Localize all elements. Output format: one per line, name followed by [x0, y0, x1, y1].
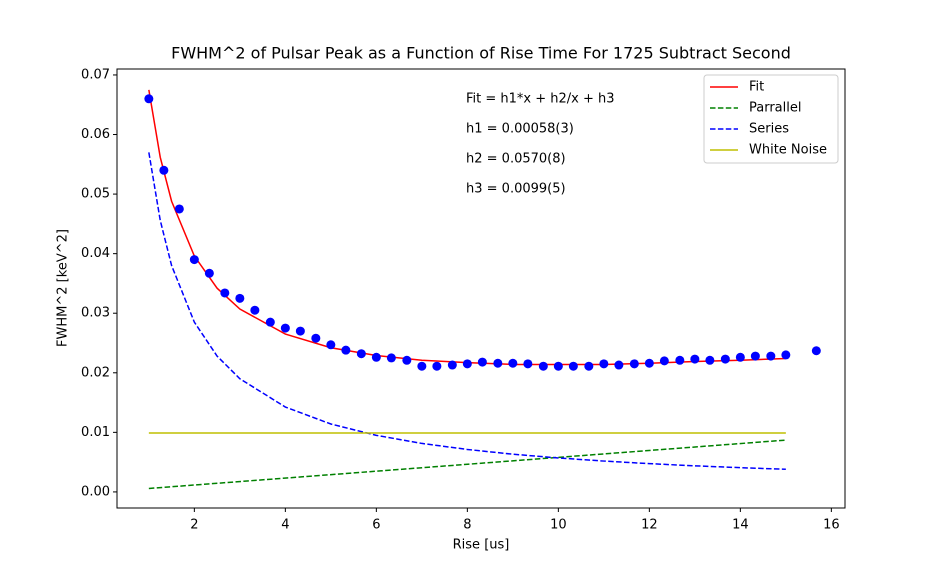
- data-point: [432, 361, 442, 371]
- data-point: [462, 359, 472, 369]
- y-tick-label: 0.02: [81, 365, 110, 380]
- data-point: [189, 255, 199, 265]
- y-tick-label: 0.07: [81, 67, 110, 82]
- data-point: [326, 340, 336, 350]
- data-point: [508, 358, 518, 368]
- data-point: [614, 360, 624, 370]
- x-tick-label: 12: [641, 518, 658, 533]
- series-line: [148, 439, 786, 490]
- chart-title: FWHM^2 of Pulsar Peak as a Function of R…: [171, 44, 791, 63]
- data-point: [280, 323, 290, 333]
- data-point: [311, 333, 321, 343]
- series-line: [148, 89, 786, 366]
- legend-label: White Noise: [749, 143, 827, 158]
- legend-box: [703, 74, 839, 164]
- x-tick-label: 8: [463, 518, 471, 533]
- data-point: [144, 94, 154, 104]
- y-tick-label: 0.00: [81, 484, 110, 499]
- y-tick-label: 0.03: [81, 306, 110, 321]
- data-point: [629, 359, 639, 369]
- series-line: [148, 152, 786, 471]
- annotation: h1 = 0.00058(3): [466, 122, 574, 137]
- data-point: [204, 268, 214, 278]
- data-point: [781, 350, 791, 360]
- y-axis-label: FWHM^2 [keV^2]: [56, 229, 71, 347]
- data-point: [235, 293, 245, 303]
- annotation: h3 = 0.0099(5): [466, 182, 566, 197]
- data-point: [417, 361, 427, 371]
- x-tick-label: 16: [823, 518, 840, 533]
- legend-label: Parrallel: [749, 101, 801, 116]
- annotation: h2 = 0.0570(8): [466, 152, 566, 167]
- data-point: [811, 346, 821, 356]
- data-point: [720, 354, 730, 364]
- y-tick-label: 0.01: [81, 425, 110, 440]
- data-point: [447, 360, 457, 370]
- data-point: [599, 359, 609, 369]
- data-point: [523, 359, 533, 369]
- data-point: [159, 165, 169, 175]
- data-point: [553, 361, 563, 371]
- x-axis-label: Rise [us]: [453, 538, 510, 553]
- data-point: [295, 326, 305, 336]
- data-point: [174, 204, 184, 214]
- data-point: [584, 361, 594, 371]
- data-point: [386, 353, 396, 363]
- y-tick-label: 0.06: [81, 127, 110, 142]
- data-point: [750, 351, 760, 361]
- data-point: [766, 351, 776, 361]
- data-point: [341, 345, 351, 355]
- data-point: [493, 358, 503, 368]
- y-tick-label: 0.04: [81, 246, 110, 261]
- data-point: [568, 361, 578, 371]
- legend-label: Series: [749, 122, 789, 137]
- data-point: [477, 357, 487, 367]
- annotation: Fit = h1*x + h2/x + h3: [466, 92, 615, 107]
- x-tick-label: 6: [372, 518, 380, 533]
- data-point: [250, 305, 260, 315]
- x-tick-label: 2: [190, 518, 198, 533]
- legend-label: Fit: [749, 80, 764, 95]
- x-tick-label: 14: [732, 518, 749, 533]
- data-point: [705, 355, 715, 365]
- data-point: [265, 317, 275, 327]
- x-tick-label: 10: [550, 518, 567, 533]
- data-point: [402, 355, 412, 365]
- data-point: [690, 354, 700, 364]
- data-point: [659, 356, 669, 366]
- data-point: [220, 288, 230, 298]
- y-tick-label: 0.05: [81, 187, 110, 202]
- data-point: [735, 352, 745, 362]
- data-point: [675, 355, 685, 365]
- x-tick-label: 4: [281, 518, 289, 533]
- plot-frame: [116, 68, 846, 509]
- data-point: [356, 349, 366, 359]
- data-point: [371, 352, 381, 362]
- data-point: [644, 358, 654, 368]
- data-point: [538, 361, 548, 371]
